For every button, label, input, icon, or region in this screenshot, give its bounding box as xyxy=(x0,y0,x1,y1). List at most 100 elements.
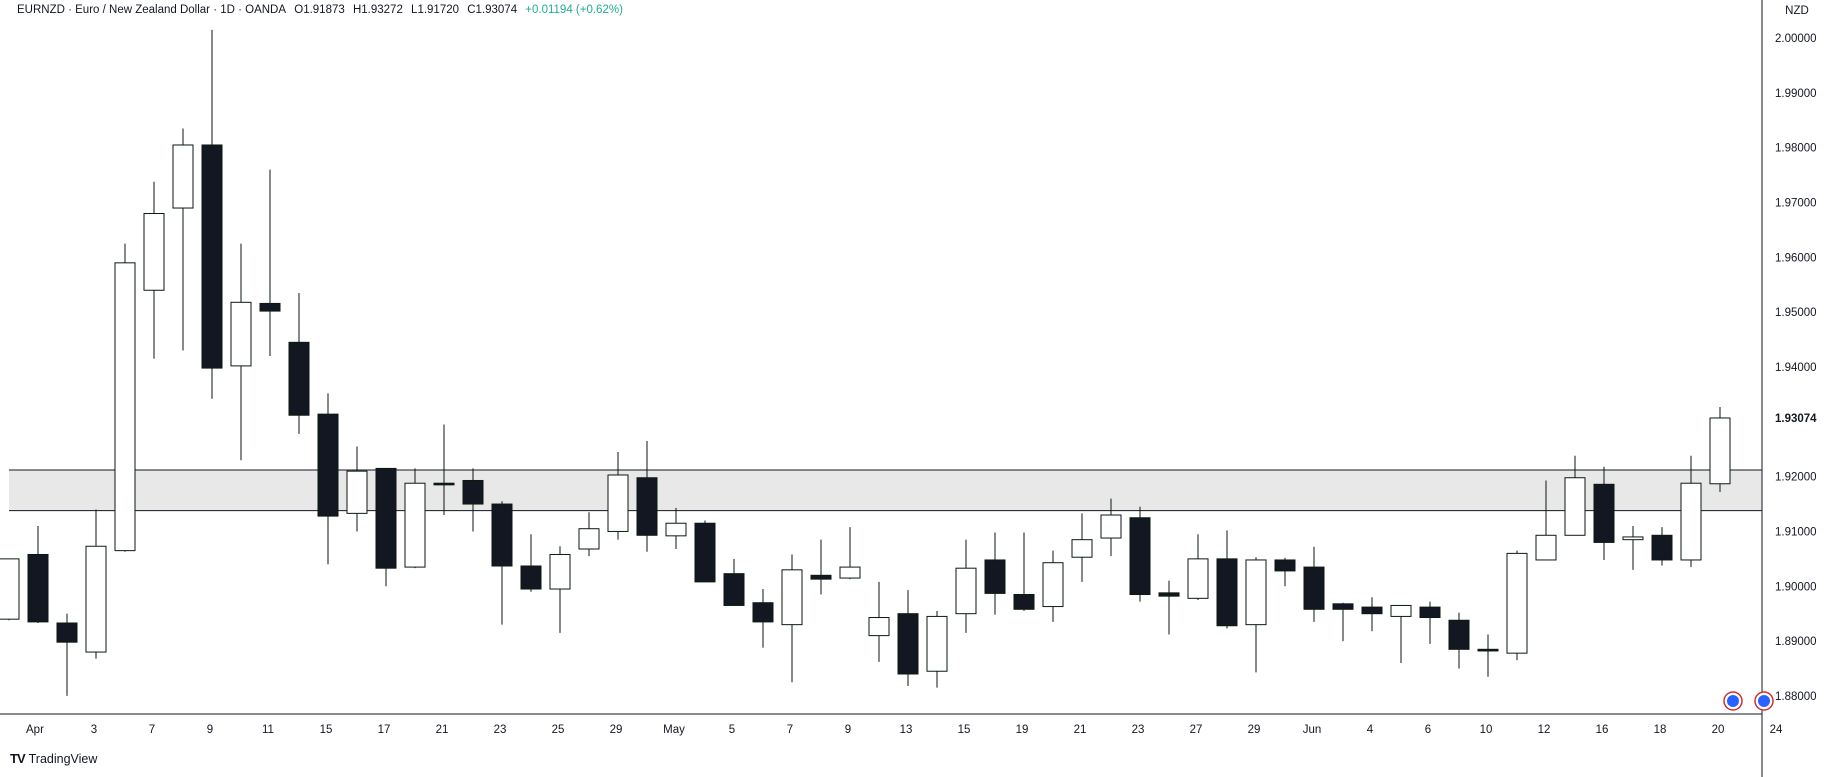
candle-body-down xyxy=(1593,483,1615,543)
time-tick-label: 15 xyxy=(320,724,333,736)
time-tick-label: 3 xyxy=(91,724,97,736)
candle-body-down xyxy=(201,144,223,369)
candle-body-up xyxy=(868,617,890,637)
candle-body-down xyxy=(1129,517,1151,595)
candle xyxy=(1506,550,1528,661)
candle-body-up xyxy=(607,474,629,532)
time-tick-label: 23 xyxy=(1132,724,1145,736)
candle xyxy=(636,441,658,552)
candle xyxy=(1651,527,1673,566)
candle xyxy=(1535,480,1557,561)
candle xyxy=(433,424,455,516)
candle-body-up xyxy=(1071,539,1093,558)
candle xyxy=(1332,602,1354,642)
time-tick-label: 10 xyxy=(1480,724,1493,736)
candle xyxy=(288,292,310,434)
time-tick-label: 24 xyxy=(1770,724,1783,736)
candle-body-up xyxy=(114,262,136,552)
candle xyxy=(1709,407,1731,492)
globe-icon-core xyxy=(1758,695,1770,707)
candle-body-up xyxy=(781,569,803,626)
symbol-title[interactable]: EURNZD · Euro / New Zealand Dollar · 1D … xyxy=(17,4,287,16)
price-tick-label: 1.88000 xyxy=(1775,691,1817,703)
candle-body-up xyxy=(346,470,368,514)
time-tick-label: 25 xyxy=(552,724,565,736)
time-tick-label: 29 xyxy=(1248,724,1261,736)
candle xyxy=(1274,557,1296,587)
price-tick-label: 1.99000 xyxy=(1775,88,1817,100)
candle xyxy=(578,512,600,557)
candle xyxy=(694,520,716,583)
candles-layer xyxy=(0,29,1731,696)
tradingview-brand[interactable]: TV TradingView xyxy=(10,751,97,766)
currency-label[interactable]: NZD xyxy=(1785,5,1809,17)
candle xyxy=(0,558,20,621)
candle-body-up xyxy=(1245,559,1267,626)
candle-body-up xyxy=(85,545,107,653)
candle-body-up xyxy=(1709,417,1731,485)
candle xyxy=(491,501,513,625)
candle xyxy=(1129,506,1151,602)
candle-body-down xyxy=(1013,593,1035,610)
candle xyxy=(143,181,165,359)
candle-body-up xyxy=(578,528,600,550)
candle xyxy=(1361,597,1383,632)
candle-body-down xyxy=(1361,606,1383,615)
price-tick-label: 1.89000 xyxy=(1775,636,1817,648)
price-tick-label: 1.98000 xyxy=(1775,143,1817,155)
candle xyxy=(317,393,339,565)
open-value: O1.91873 xyxy=(294,4,345,16)
candle xyxy=(404,468,426,569)
candle-body-down xyxy=(723,573,745,606)
candle-body-up xyxy=(1042,562,1064,608)
candle-body-down xyxy=(810,574,832,580)
time-tick-label: 29 xyxy=(610,724,623,736)
symbol-legend: EURNZD · Euro / New Zealand Dollar · 1D … xyxy=(17,4,628,16)
price-tick-label: 1.94000 xyxy=(1775,362,1817,374)
candle-body-up xyxy=(1187,558,1209,599)
time-tick-label: 13 xyxy=(900,724,913,736)
time-tick-label: 9 xyxy=(845,724,851,736)
time-tick-label: 21 xyxy=(1074,724,1087,736)
candle xyxy=(520,534,542,592)
candle xyxy=(723,558,745,606)
time-tick-label: 6 xyxy=(1425,724,1431,736)
brand-name: TradingView xyxy=(28,751,98,766)
candle-body-down xyxy=(433,482,455,486)
candle xyxy=(810,539,832,595)
candle xyxy=(375,467,397,587)
candle-body-down xyxy=(1448,619,1470,650)
candle xyxy=(85,509,107,659)
globe-icon-core xyxy=(1727,695,1739,707)
candle xyxy=(1245,557,1267,673)
candle xyxy=(752,589,774,648)
time-tick-label: 7 xyxy=(787,724,793,736)
globe-icon xyxy=(1754,691,1774,711)
time-tick-label: 16 xyxy=(1596,724,1609,736)
candle xyxy=(1013,532,1035,611)
time-tick-label: 9 xyxy=(207,724,213,736)
candle xyxy=(1042,550,1064,622)
candle-body-down xyxy=(520,565,542,590)
candle xyxy=(114,243,136,552)
time-tick-label: 15 xyxy=(958,724,971,736)
candle xyxy=(1158,580,1180,635)
high-value: H1.93272 xyxy=(352,4,403,16)
candle-body-up xyxy=(665,522,687,537)
candle-body-up xyxy=(549,553,571,590)
globe-icon xyxy=(1723,691,1743,711)
time-tick-label: Apr xyxy=(26,724,44,736)
candle-body-up xyxy=(839,566,861,579)
zone-fill xyxy=(9,470,1762,511)
time-tick-label: 19 xyxy=(1016,724,1029,736)
time-tick-label: 4 xyxy=(1367,724,1374,736)
candle-body-down xyxy=(897,613,919,675)
candle-body-down xyxy=(1158,592,1180,597)
time-tick-label: 23 xyxy=(494,724,507,736)
candle-body-up xyxy=(1622,536,1644,541)
time-tick-label: 27 xyxy=(1190,724,1203,736)
candle-body-up xyxy=(143,213,165,291)
candle-body-up xyxy=(1506,552,1528,654)
